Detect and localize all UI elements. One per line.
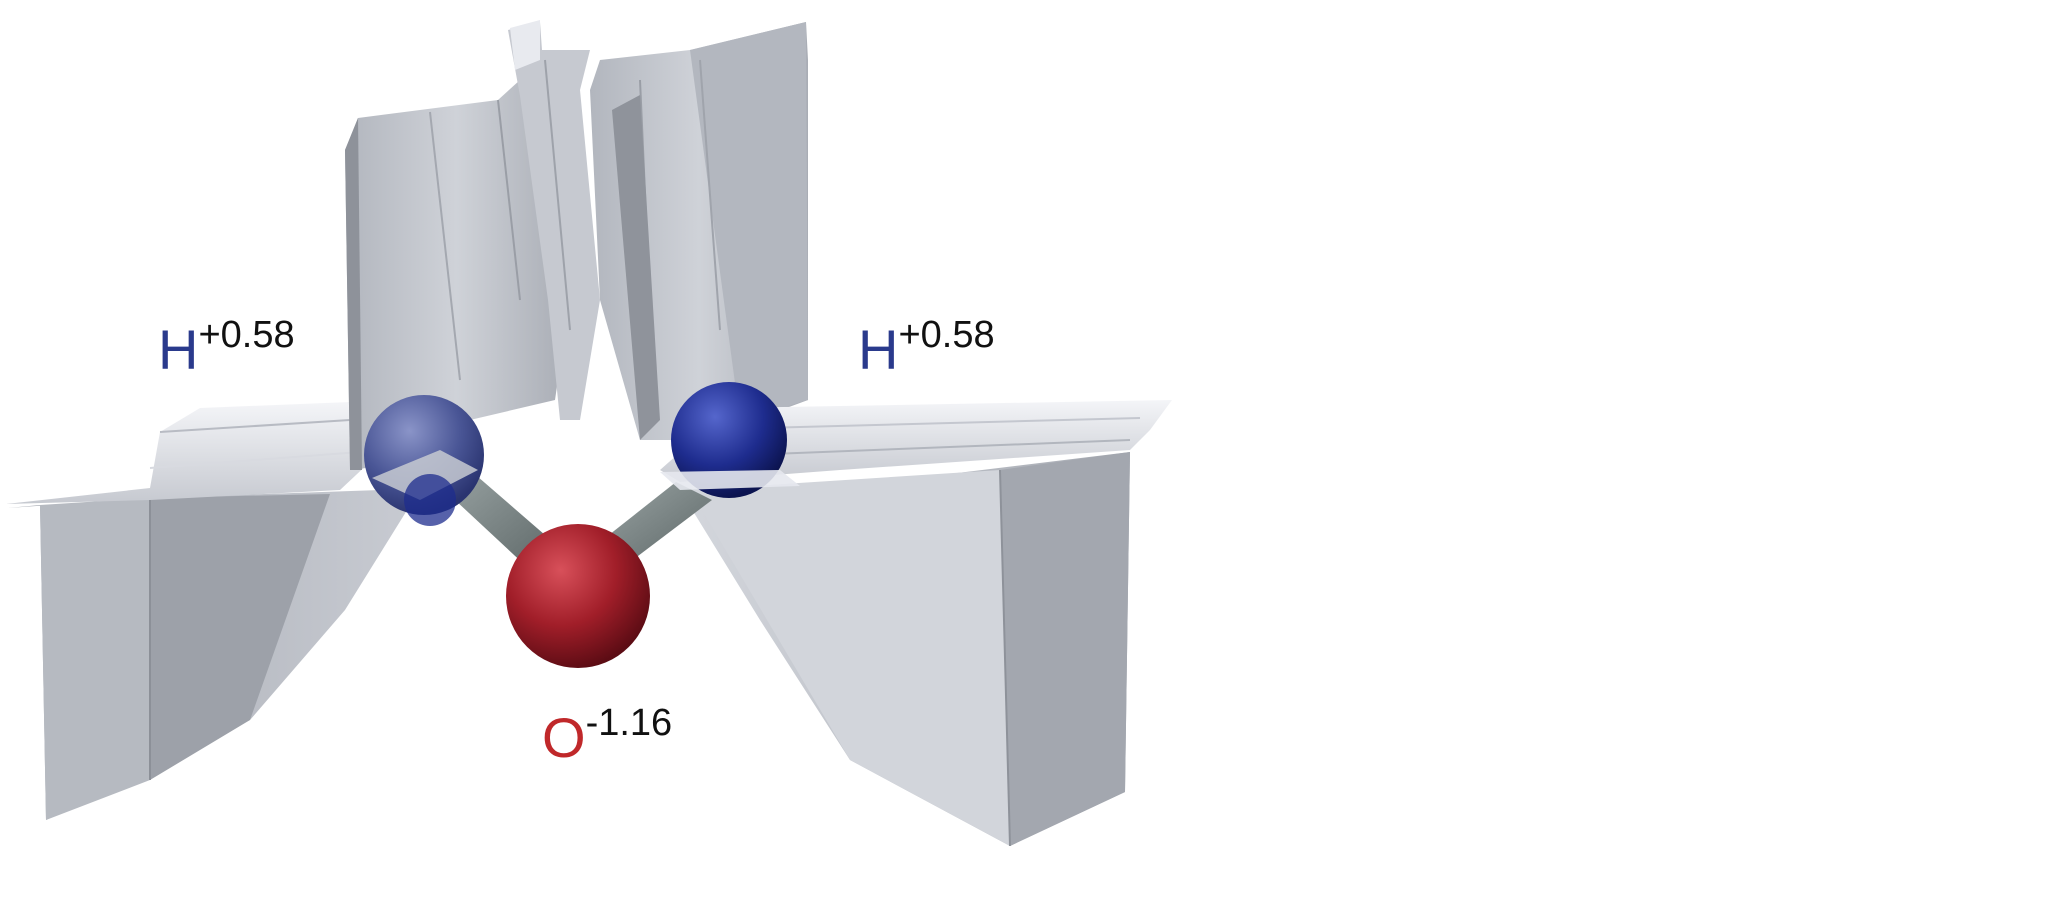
hydrogen-right-label: H+0.58 xyxy=(858,316,995,378)
hydrogen-left-charge: +0.58 xyxy=(198,314,295,356)
hydrogen-atom-right xyxy=(660,382,800,498)
hydrogen-left-label: H+0.58 xyxy=(158,316,295,378)
oxygen-atom xyxy=(506,524,650,668)
surface-left-lower xyxy=(8,470,432,820)
oxygen-label: O-1.16 xyxy=(542,704,672,766)
surface-right-lower xyxy=(680,452,1130,847)
hydrogen-left-symbol: H xyxy=(158,318,199,381)
hydrogen-right-charge: +0.58 xyxy=(898,314,995,356)
surface-center-spike xyxy=(508,20,600,420)
surface-right-tower xyxy=(590,22,808,440)
bond-right xyxy=(600,482,712,562)
surface-left-tower xyxy=(345,80,568,470)
surface-left-shelf xyxy=(6,402,372,504)
hydrogen-atom-left xyxy=(364,395,484,526)
surface-right-shelf xyxy=(660,400,1172,482)
oxygen-charge: -1.16 xyxy=(585,702,673,744)
hydrogen-right-symbol: H xyxy=(858,318,899,381)
oxygen-symbol: O xyxy=(542,706,586,769)
